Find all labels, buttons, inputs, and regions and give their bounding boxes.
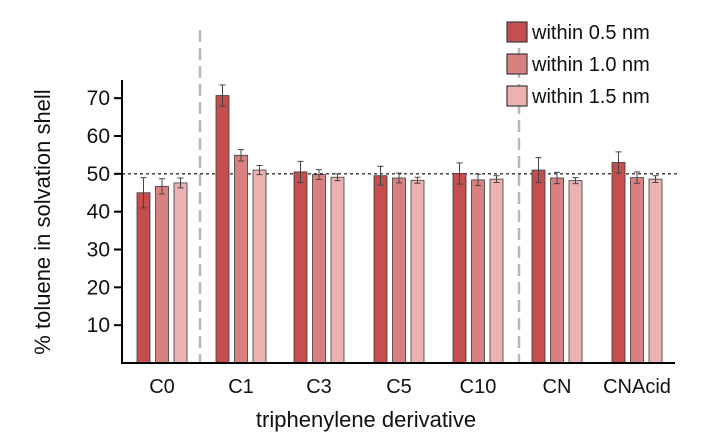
x-tick-label: C5: [386, 376, 412, 398]
bar: [373, 175, 388, 364]
legend: within 0.5 nm within 1.0 nm within 1.5 nm: [506, 21, 650, 108]
bar: [215, 95, 230, 364]
bar: [550, 177, 564, 364]
bar: [452, 173, 467, 364]
x-tick-label: CNAcid: [603, 376, 671, 398]
bar: [234, 154, 248, 364]
legend-label: within 0.5 nm: [531, 22, 650, 44]
bar: [155, 185, 169, 364]
legend-label: within 1.0 nm: [531, 54, 650, 76]
bar: [648, 178, 663, 364]
x-tick-labels-group: C0 C1 C3 C5 C10 CN CNAcid: [149, 376, 671, 398]
y-tick-label: 30: [87, 239, 110, 262]
bar: [312, 174, 326, 364]
y-tick-label: 60: [87, 125, 110, 148]
y-axis-title: % toluene in solvation shell: [30, 89, 55, 354]
y-tick-label: 70: [87, 87, 110, 110]
bar: [252, 169, 267, 364]
bar: [531, 169, 546, 364]
legend-swatch: [506, 53, 528, 75]
y-tick-label: 10: [87, 314, 110, 337]
bar: [568, 180, 583, 364]
bar: [330, 176, 345, 364]
bar: [392, 177, 406, 364]
bar: [136, 192, 151, 364]
x-tick-label: C10: [460, 376, 497, 398]
x-tick-label: C0: [149, 376, 175, 398]
y-tick-label: 20: [87, 276, 110, 299]
x-tick-label: C1: [228, 376, 254, 398]
bar: [489, 178, 504, 364]
bars-group: [136, 84, 663, 364]
bar: [611, 162, 626, 364]
x-axis-title: triphenylene derivative: [256, 407, 476, 432]
axes-group: [121, 80, 675, 364]
legend-swatch: [506, 21, 528, 43]
legend-label: within 1.5 nm: [531, 86, 650, 108]
legend-swatch: [506, 85, 528, 107]
x-tick-label: CN: [543, 376, 572, 398]
bar: [630, 177, 644, 364]
bar: [173, 182, 188, 364]
bar: [293, 171, 308, 364]
y-tick-label: 40: [87, 201, 110, 224]
x-tick-label: C3: [306, 376, 332, 398]
y-ticks-group: 10 20 30 40 50 60 70: [87, 87, 122, 337]
y-tick-label: 50: [87, 163, 110, 186]
bar: [471, 179, 485, 364]
bar: [410, 179, 425, 364]
